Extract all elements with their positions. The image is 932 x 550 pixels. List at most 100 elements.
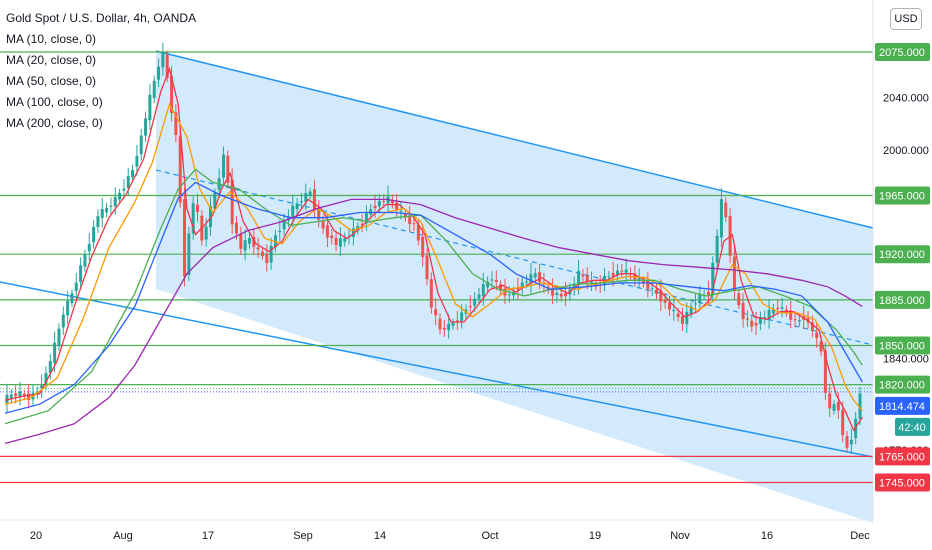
ma-line-1: [4, 102, 863, 412]
candle-body: [27, 393, 31, 400]
candle-body: [616, 270, 620, 275]
candle-body: [61, 314, 65, 328]
candle-body: [607, 276, 611, 278]
candle-body: [551, 287, 555, 296]
ma-line-4: [4, 198, 863, 445]
candle-body: [581, 274, 585, 277]
candle-body: [299, 201, 303, 203]
candle-body: [711, 262, 715, 295]
candle-body: [312, 189, 316, 209]
candle-body: [9, 394, 13, 399]
x-tick-label: 20: [30, 530, 42, 542]
indicator-ma-200[interactable]: MA (200, close, 0): [6, 116, 103, 130]
candle-body: [624, 269, 628, 273]
candle-body: [771, 309, 775, 314]
candle-body: [53, 342, 57, 363]
candle-body: [187, 233, 191, 275]
candle-body: [79, 265, 83, 283]
candle-body: [87, 244, 91, 252]
candle-body: [832, 404, 836, 411]
level-label: 1885.000: [879, 295, 925, 307]
indicator-ma-20[interactable]: MA (20, close, 0): [6, 53, 97, 67]
level-label-bg-3: [875, 290, 930, 309]
level-label: 1850.000: [879, 341, 925, 353]
candle-body: [516, 288, 520, 290]
candle-body: [732, 256, 736, 292]
candle-body: [659, 290, 663, 302]
candle-body: [525, 281, 529, 283]
countdown-label-bg: [895, 417, 930, 436]
candle-body: [698, 294, 702, 303]
x-tick-label: Aug: [113, 530, 133, 542]
current-price-label: 1814.474: [879, 401, 925, 413]
candle-body: [369, 209, 373, 215]
candle-body: [520, 282, 524, 288]
candle-body: [577, 270, 581, 286]
candle-body: [317, 208, 321, 220]
candle-body: [399, 210, 403, 212]
candle-body: [421, 236, 425, 258]
x-tick-label: 14: [374, 530, 386, 542]
candle-body: [646, 281, 650, 290]
candle-body: [286, 216, 290, 221]
candle-body: [412, 223, 416, 225]
candle-body: [750, 320, 754, 327]
candle-body: [455, 320, 459, 322]
candle-body: [382, 200, 386, 202]
current-price-label-bg: [875, 396, 930, 415]
candle-body: [148, 94, 152, 121]
candle-body: [243, 240, 247, 251]
ma-line-3: [4, 181, 863, 414]
candle-body: [390, 199, 394, 204]
candle-body: [451, 322, 455, 326]
indicator-ma-100[interactable]: MA (100, close, 0): [6, 95, 103, 109]
candle-body: [642, 280, 646, 284]
candle-body: [724, 202, 728, 218]
level-label-bg-7: [875, 473, 930, 492]
candle-body: [66, 300, 70, 316]
candle-body: [213, 192, 217, 209]
currency-button[interactable]: USD: [890, 8, 922, 30]
y-tick-label: 1840.000: [883, 354, 929, 366]
x-tick-label: 17: [202, 530, 214, 542]
candle-body: [122, 188, 126, 191]
candle-body: [308, 191, 312, 196]
candle-body: [754, 323, 758, 326]
candle-body: [810, 322, 814, 332]
x-tick-label: Dec: [850, 530, 870, 542]
channel-fill: [156, 51, 873, 523]
candle-body: [538, 272, 542, 283]
candle-body: [247, 237, 251, 244]
candle-body: [706, 291, 710, 297]
candle-body: [789, 310, 793, 320]
candle-body: [139, 135, 143, 155]
candle-body: [360, 223, 364, 225]
candle-body: [18, 391, 22, 397]
price-axis: [873, 0, 932, 550]
candle-body: [96, 216, 100, 227]
candle-body: [572, 283, 576, 290]
y-tick-label: 2000.000: [883, 145, 929, 157]
candle-body: [650, 288, 654, 290]
level-label: 1745.000: [879, 477, 925, 489]
indicator-ma-10[interactable]: MA (10, close, 0): [6, 32, 97, 46]
candle-body: [490, 279, 494, 281]
indicator-ma-50[interactable]: MA (50, close, 0): [6, 74, 97, 88]
candle-body: [83, 254, 87, 267]
candle-body: [715, 235, 719, 263]
candle-body: [416, 224, 420, 241]
candle-body: [222, 154, 225, 178]
candle-body: [836, 401, 840, 411]
candle-body: [196, 204, 200, 213]
candle-body: [260, 251, 264, 257]
candle-body: [689, 306, 693, 315]
candle-body: [767, 310, 771, 320]
candle-body: [92, 226, 96, 243]
candle-body: [304, 193, 308, 202]
symbol-title[interactable]: Gold Spot / U.S. Dollar, 4h, OANDA: [6, 11, 197, 25]
candle-body: [447, 323, 451, 331]
candle-body: [403, 213, 407, 218]
candle-body: [295, 203, 299, 210]
level-label-bg-2: [875, 245, 930, 264]
